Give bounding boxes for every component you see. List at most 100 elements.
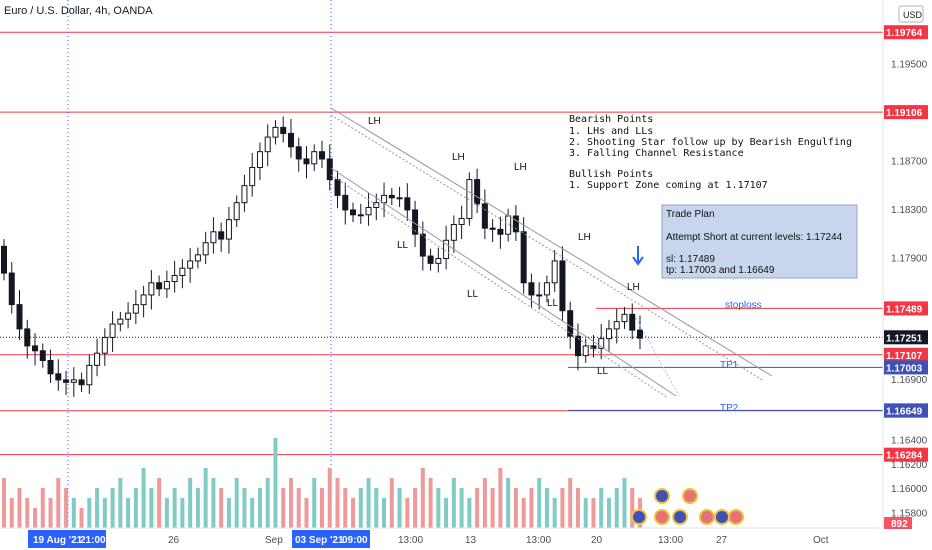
candle-body	[179, 267, 186, 276]
volume-bar	[219, 488, 224, 528]
volume-bar	[102, 498, 107, 528]
candle-body	[443, 239, 450, 260]
volume-bar	[622, 478, 627, 528]
volume-bar	[304, 498, 309, 528]
price-tick: 1.16900	[891, 375, 928, 386]
candle-body	[598, 338, 605, 349]
event-flag-icon	[714, 509, 730, 525]
volume-bar	[459, 488, 464, 528]
candle-body	[132, 304, 139, 314]
candle-body	[373, 202, 380, 209]
analysis-notes: Bearish Points 1. LHs and LLs 2. Shootin…	[569, 114, 852, 191]
candle-body	[365, 207, 372, 216]
volume-bar	[141, 468, 146, 528]
current-price-label: 1.17251	[886, 333, 923, 344]
volume-bar	[482, 478, 487, 528]
candle-body	[474, 179, 481, 205]
volume-bar	[2, 478, 6, 528]
volume-bar	[358, 488, 363, 528]
candle-body	[357, 214, 364, 217]
volume-bar	[257, 488, 262, 528]
volume-bar	[506, 478, 511, 528]
trade-plan-sl: sl: 1.17489	[666, 254, 715, 265]
time-highlight-time: 21:00	[80, 535, 106, 546]
volume-bar	[87, 498, 92, 528]
bullish-point-1: 1. Support Zone coming at 1.17107	[569, 180, 768, 191]
volume-bar	[389, 478, 394, 528]
currency-badge[interactable]: USD	[898, 5, 924, 23]
time-highlight-1	[28, 530, 106, 548]
candle-body	[163, 281, 170, 290]
swing-label-lh: LH	[514, 162, 527, 173]
candle-body	[171, 274, 178, 283]
volume-bar	[40, 488, 45, 528]
falling-channel	[330, 107, 773, 399]
volume-bar	[436, 488, 441, 528]
price-tag-label: 1.16649	[886, 406, 923, 417]
volume-bar	[234, 478, 239, 528]
down-arrow-icon	[632, 246, 644, 266]
candle-body	[481, 203, 488, 229]
price-tick: 1.18300	[891, 205, 928, 216]
price-axis[interactable]: 1.19500 1.18700 1.18300 1.17900 1.16900 1.164…	[882, 0, 932, 528]
volume-bar	[281, 488, 286, 528]
swing-label-lh: LH	[452, 152, 465, 163]
volume-bar	[64, 488, 69, 528]
candle-body	[466, 179, 473, 219]
candle-body	[543, 282, 550, 296]
candle-body	[582, 345, 589, 357]
volume-bar	[490, 488, 495, 528]
candle-body	[156, 282, 163, 290]
candle-body	[47, 359, 54, 375]
candle-body	[1, 245, 7, 274]
price-tag-label: 1.17489	[886, 304, 923, 315]
volume-bar	[203, 468, 208, 528]
candle-body	[148, 282, 155, 296]
price-tick: 1.16400	[891, 436, 928, 447]
volume-bar	[475, 488, 480, 528]
candle-body	[8, 272, 15, 306]
candle-body	[109, 323, 116, 338]
candle-body	[574, 335, 581, 357]
candle-body	[101, 336, 108, 354]
candle-body	[233, 202, 240, 221]
candle-body	[70, 379, 77, 383]
candle-body	[551, 260, 558, 284]
projection-path	[635, 317, 680, 397]
volume-bar	[583, 498, 588, 528]
volume-bar	[25, 498, 30, 528]
economic-events[interactable]	[631, 488, 744, 525]
volume-bar	[521, 498, 526, 528]
candle-body	[319, 151, 325, 160]
price-tag-label: 1.19106	[886, 108, 923, 119]
volume-bar	[265, 478, 270, 528]
candle-body	[404, 197, 411, 211]
volume-bar	[288, 478, 293, 528]
price-tag	[884, 360, 928, 375]
symbol-title: Euro / U.S. Dollar, 4h, OANDA	[4, 5, 153, 17]
event-flag-icon	[631, 509, 647, 525]
volume-bar	[195, 488, 200, 528]
price-tick: 1.18700	[891, 156, 928, 167]
volume-bar	[180, 498, 185, 528]
price-tick: 1.16200	[891, 460, 928, 471]
candle-body	[520, 231, 527, 284]
volume-bar	[630, 488, 635, 528]
volume-bar	[366, 478, 371, 528]
candle-body	[505, 215, 512, 235]
candle-body	[287, 132, 294, 148]
volume-bar	[498, 468, 503, 528]
candle-body	[512, 215, 519, 233]
candle-body	[218, 231, 225, 240]
candle-body	[32, 345, 39, 352]
candle-body	[567, 310, 574, 337]
time-axis[interactable]: 26 Sep 13:00 13 13:00 20 13:00 27 Oct 19…	[0, 527, 932, 550]
time-tick: 13	[465, 535, 477, 546]
bearish-point-1: 1. LHs and LLs	[569, 126, 653, 137]
volume-bar	[296, 488, 301, 528]
volume-bar	[133, 488, 138, 528]
candle-body	[342, 194, 349, 211]
volume-bar	[552, 498, 557, 528]
trade-plan-box[interactable]: Trade Plan Attempt Short at current leve…	[661, 204, 858, 279]
